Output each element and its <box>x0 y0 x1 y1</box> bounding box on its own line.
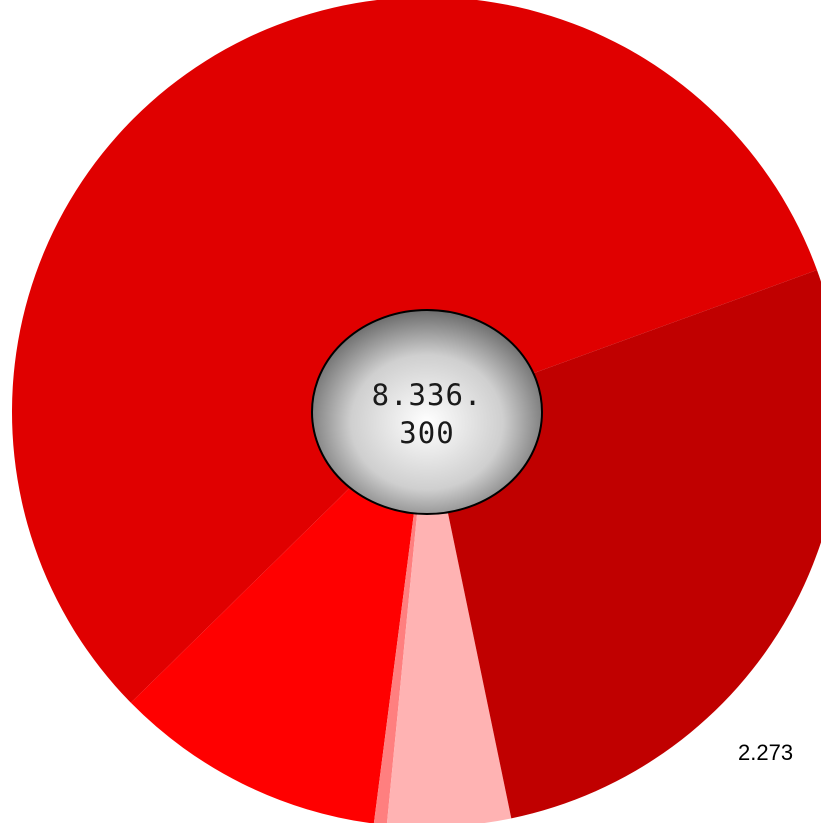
center-total-line-1: 8.336. <box>372 378 483 412</box>
pie-slice-3 <box>373 412 427 823</box>
pie-slice-2 <box>130 412 427 823</box>
slice-value-label-5: 2.273 <box>738 740 793 765</box>
center-total-line-2: 300 <box>399 416 454 450</box>
pie-slice-4 <box>386 412 512 823</box>
slice-labels: 2.273 <box>738 740 793 765</box>
center-hub-disc <box>311 309 543 515</box>
center-hub: 8.336. 300 <box>311 309 543 515</box>
